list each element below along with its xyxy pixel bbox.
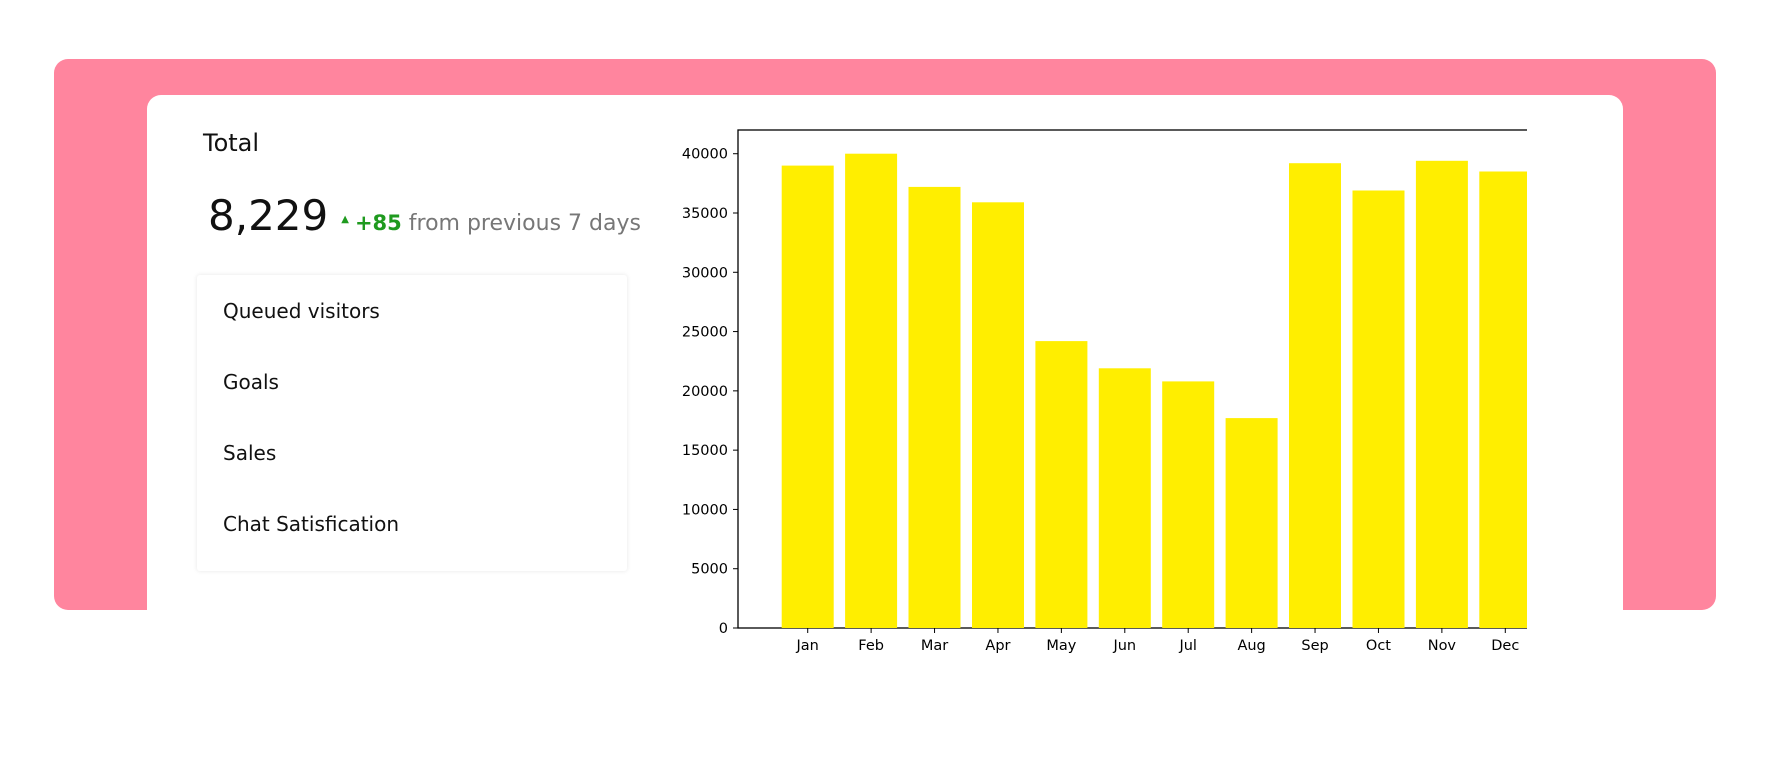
y-tick-label: 20000 [682, 384, 728, 400]
bar-aug [1225, 418, 1278, 628]
stats-card: Total 8,229 ▲ +85 from previous 7 days Q… [147, 95, 1623, 710]
x-tick-label: Aug [1237, 638, 1265, 654]
x-tick-label: May [1046, 638, 1076, 654]
y-tick-label: 15000 [682, 443, 728, 459]
list-item-queued-visitors[interactable]: Queued visitors [223, 299, 380, 323]
y-tick-label: 35000 [682, 206, 728, 222]
monthly-bar-chart: 0 5000 10000 15000 20000 25000 30000 35000 40000… [667, 115, 1576, 695]
x-tick-label: Dec [1491, 638, 1519, 654]
x-tick-label: Jul [1178, 638, 1197, 654]
y-tick-label: 25000 [682, 325, 728, 341]
y-tick-label: 10000 [682, 502, 728, 518]
x-tick-label: Feb [858, 638, 884, 654]
x-tick-label: Sep [1301, 638, 1328, 654]
x-tick-label: Apr [985, 638, 1010, 654]
bar-feb [845, 153, 898, 628]
y-tick-label: 5000 [691, 562, 728, 578]
total-value: 8,229 [208, 191, 329, 240]
x-tick-label: Jan [796, 638, 819, 654]
list-item-sales[interactable]: Sales [223, 441, 277, 465]
panel-title: Total [203, 129, 260, 157]
list-item-goals[interactable]: Goals [223, 370, 279, 394]
list-item-chat-satisfication[interactable]: Chat Satisfication [223, 512, 400, 536]
bar-apr [972, 202, 1024, 629]
bars-layer [781, 153, 1532, 629]
bar-jan [781, 165, 834, 628]
y-axis: 0 5000 10000 15000 20000 25000 30000 35000 40000 [682, 147, 738, 637]
y-tick-label: 40000 [682, 147, 728, 163]
bar-oct [1352, 190, 1405, 628]
bar-mar [908, 186, 961, 628]
x-tick-label: Nov [1428, 638, 1457, 654]
metrics-list: Queued visitors Goals Sales Chat Satisfi… [197, 275, 627, 571]
y-tick-label: 30000 [682, 265, 728, 281]
x-axis: Jan Feb Mar Apr May Jun Jul Aug Sep Oct Nov Dec [796, 628, 1519, 654]
bar-nov [1415, 160, 1468, 629]
delta-caption: from previous 7 days [408, 211, 641, 236]
bar-jul [1162, 381, 1215, 628]
triangle-up-icon: ▲ [341, 214, 349, 225]
x-tick-label: Jun [1112, 638, 1136, 654]
y-tick-label: 0 [719, 621, 728, 637]
bar-jun [1098, 368, 1151, 628]
bar-may [1035, 341, 1088, 628]
x-tick-label: Oct [1366, 638, 1391, 654]
chart-svg: 0 5000 10000 15000 20000 25000 30000 35000 40000… [682, 129, 1576, 654]
delta-value: +85 [354, 211, 402, 235]
bar-sep [1289, 163, 1341, 628]
x-tick-label: Mar [921, 638, 948, 654]
bar-dec [1479, 171, 1532, 628]
metric-row: 8,229 ▲ +85 from previous 7 days [208, 191, 641, 240]
